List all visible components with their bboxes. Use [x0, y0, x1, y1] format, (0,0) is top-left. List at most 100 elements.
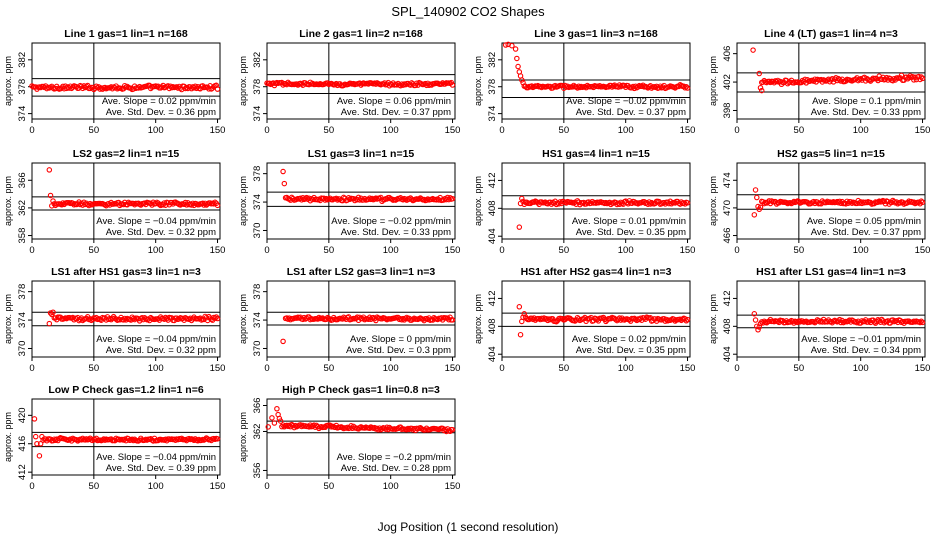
y-tick-label: 366 [17, 172, 28, 188]
plot-frame [31, 162, 221, 240]
ave-std-dev-text: Ave. Std. Dev. = 0.34 ppm [811, 345, 921, 356]
x-tick-label: 150 [915, 245, 931, 256]
data-point [271, 420, 278, 426]
y-tick-label: 420 [17, 407, 28, 423]
ave-slope-text: Ave. Slope = −0.02 ppm/min [331, 216, 451, 227]
data-points [750, 47, 926, 94]
panel-title: LS2 gas=2 lin=1 n=15 [73, 148, 180, 160]
y-axis-label: approx. ppm [238, 294, 248, 344]
data-point [408, 196, 415, 203]
y-tick-label: 404 [487, 346, 498, 362]
data-point [559, 316, 566, 322]
ave-std-dev-text: Ave. Std. Dev. = 0.35 ppm [576, 227, 686, 238]
data-point [750, 47, 756, 53]
x-tick-label: 100 [853, 363, 869, 374]
x-tick-label: 150 [210, 125, 226, 136]
data-points [264, 79, 456, 89]
ave-slope-text: Ave. Slope = −0.04 ppm/min [96, 452, 216, 463]
data-point [632, 316, 639, 323]
panel-11: HS1 after HS2 gas=4 lin=1 n=3 0 50 100 150 40… [473, 266, 695, 374]
panels: Line 1 gas=1 lin=1 n=168 0 50 100 150 374 378 3… [3, 28, 930, 492]
x-tick-label: 0 [734, 245, 739, 256]
data-point [50, 198, 56, 204]
x-tick-label: 100 [853, 125, 869, 136]
y-tick-label: 412 [17, 464, 28, 480]
data-point [541, 315, 547, 321]
data-point [756, 70, 763, 77]
data-point [113, 316, 119, 322]
x-tick-label: 150 [445, 125, 461, 136]
plot-frame [31, 42, 221, 120]
panel-title: High P Check gas=1 lin=0.8 n=3 [282, 384, 440, 396]
data-point [625, 201, 631, 207]
data-point [281, 180, 288, 187]
data-point [379, 316, 385, 322]
data-points [46, 309, 221, 327]
y-tick-label: 382 [252, 52, 263, 68]
data-point [214, 315, 221, 322]
data-point [760, 79, 766, 85]
y-axis-label: approx. ppm [3, 56, 13, 106]
data-point [796, 198, 802, 205]
data-point [911, 77, 917, 83]
y-tick-label: 412 [487, 173, 498, 189]
ave-std-dev-text: Ave. Std. Dev. = 0.36 ppm [106, 107, 216, 118]
x-tick-label: 150 [915, 125, 931, 136]
x-tick-label: 150 [680, 363, 696, 374]
ave-slope-text: Ave. Slope = −0.04 ppm/min [96, 334, 216, 345]
data-point [449, 195, 456, 202]
data-point [647, 201, 654, 207]
y-axis-label: approx. ppm [473, 294, 483, 344]
x-tick-label: 50 [89, 245, 100, 256]
ave-std-dev-text: Ave. Std. Dev. = 0.39 ppm [106, 463, 216, 474]
data-point [100, 436, 107, 442]
panel-title: LS1 after LS2 gas=3 lin=1 n=3 [287, 266, 436, 278]
y-tick-label: 382 [487, 52, 498, 68]
y-tick-label: 356 [252, 463, 263, 479]
data-point [130, 437, 137, 444]
data-point [512, 46, 519, 52]
data-point [162, 436, 169, 443]
data-point [323, 195, 330, 202]
data-point [767, 79, 774, 86]
data-point [652, 84, 659, 91]
ave-slope-text: Ave. Slope = −0.2 ppm/min [337, 452, 451, 463]
data-points [280, 168, 456, 205]
y-tick-label: 370 [17, 341, 28, 357]
y-axis-label: approx. ppm [3, 294, 13, 344]
x-tick-label: 150 [210, 481, 226, 492]
data-point [519, 77, 525, 83]
ave-slope-text: Ave. Slope = −0.04 ppm/min [96, 216, 216, 227]
panel-2: Line 2 gas=1 lin=2 n=168 0 50 100 150 374 378 3… [238, 28, 460, 136]
data-point [196, 436, 202, 443]
y-tick-label: 404 [722, 346, 733, 362]
panel-13: Low P Check gas=1.2 lin=1 n=6 0 50 100 150 41… [3, 384, 225, 492]
y-tick-label: 470 [722, 200, 733, 216]
x-tick-label: 50 [559, 245, 570, 256]
data-point [214, 436, 221, 442]
ave-std-dev-text: Ave. Std. Dev. = 0.28 ppm [341, 463, 451, 474]
data-point [340, 82, 347, 89]
x-tick-label: 50 [794, 245, 805, 256]
plot-frame [266, 162, 456, 240]
ave-slope-text: Ave. Slope = 0.02 ppm/min [102, 96, 216, 107]
x-tick-label: 50 [89, 125, 100, 136]
data-point [404, 314, 410, 321]
x-tick-label: 50 [324, 125, 335, 136]
x-tick-label: 100 [383, 245, 399, 256]
ave-std-dev-text: Ave. Std. Dev. = 0.32 ppm [106, 227, 216, 238]
data-point [173, 315, 180, 321]
data-points [751, 187, 926, 218]
data-point [797, 319, 803, 325]
data-point [757, 84, 764, 91]
data-point [400, 197, 406, 203]
x-tick-label: 0 [29, 245, 34, 256]
data-point [423, 197, 430, 203]
plot-frame [31, 398, 221, 476]
x-axis-label: Jog Position (1 second resolution) [378, 520, 559, 534]
data-point [31, 416, 38, 422]
data-point [334, 197, 341, 203]
data-point [681, 200, 687, 206]
y-tick-label: 378 [487, 79, 498, 95]
data-point [420, 316, 426, 322]
